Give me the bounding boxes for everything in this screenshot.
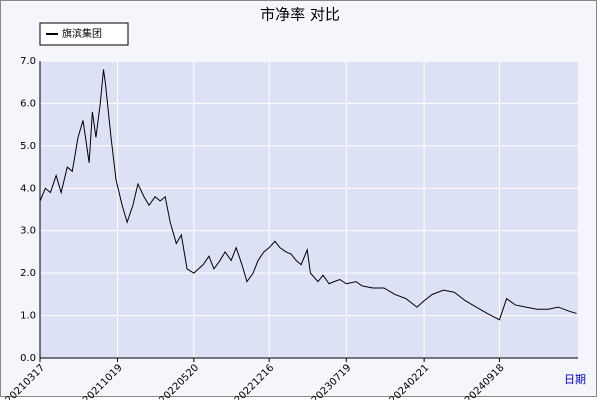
y-tick-label: 6.0	[20, 98, 36, 109]
y-tick-label: 7.0	[20, 56, 36, 67]
y-tick-label: 0.0	[20, 353, 36, 364]
y-tick-label: 1.0	[20, 311, 36, 322]
y-tick-label: 3.0	[20, 226, 36, 237]
plot-area	[40, 61, 578, 358]
legend-label: 旗滨集团	[62, 27, 102, 40]
y-tick-label: 4.0	[20, 183, 36, 194]
series-line	[39, 69, 577, 321]
x-axis-label: 日期	[564, 373, 586, 386]
legend-box	[39, 22, 129, 46]
y-tick-label: 5.0	[20, 141, 36, 152]
chart-title: 市净率 对比	[260, 6, 340, 24]
y-tick-label: 2.0	[20, 268, 36, 279]
